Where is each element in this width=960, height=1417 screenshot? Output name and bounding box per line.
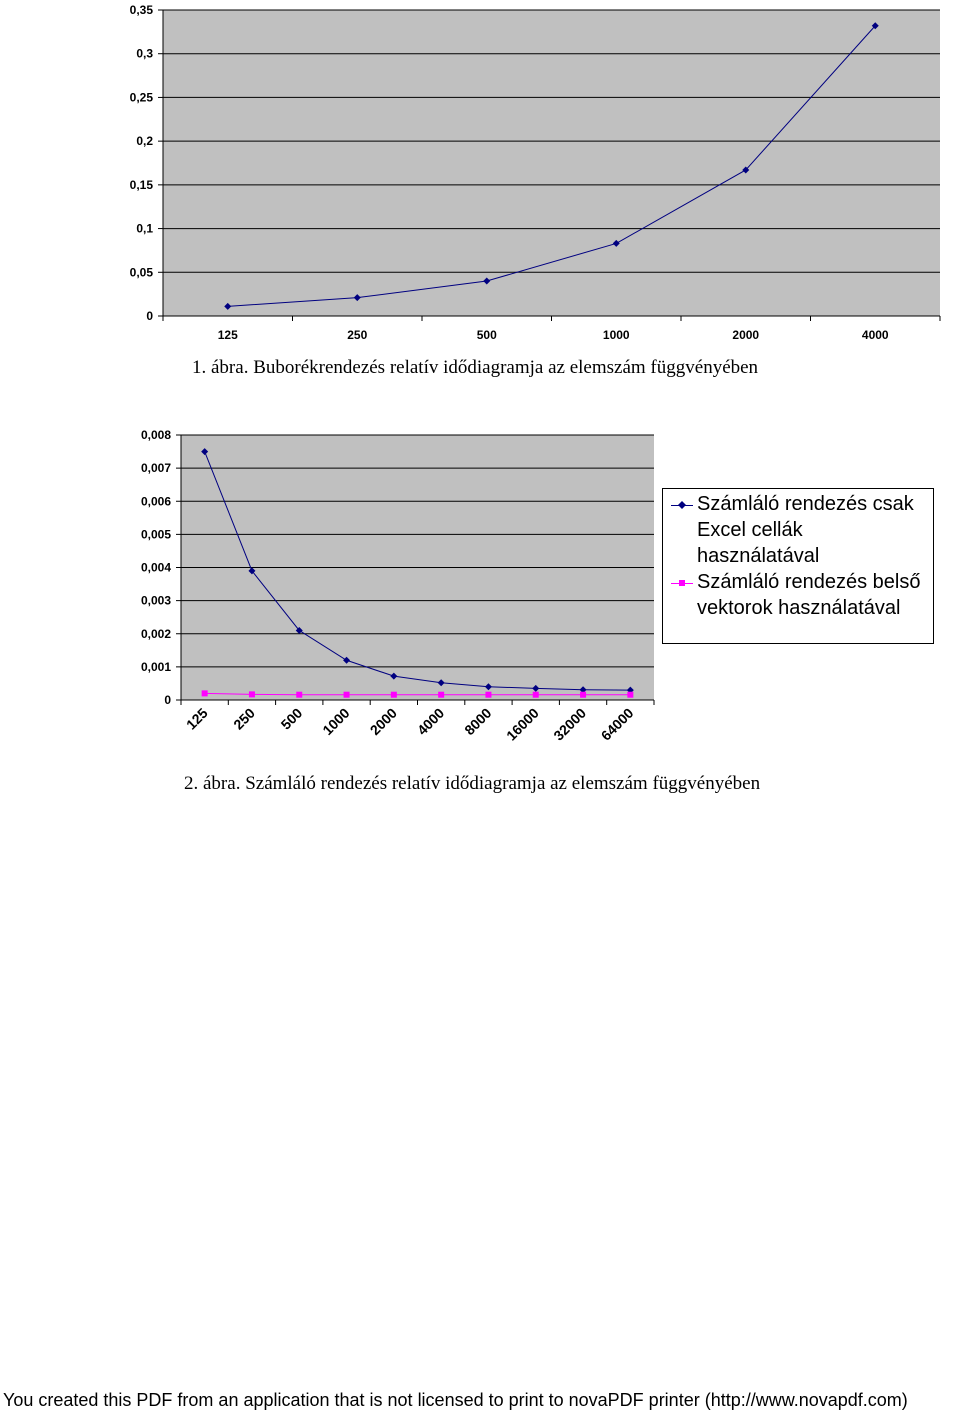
series-1-point <box>248 567 256 575</box>
y-tick-label: 0,006 <box>141 494 171 508</box>
series-1-point <box>532 684 540 692</box>
x-tick-label: 4000 <box>862 328 889 342</box>
series-1-point <box>390 672 398 680</box>
y-tick-label: 0 <box>146 309 153 323</box>
y-tick-label: 0,005 <box>141 527 171 541</box>
series-1-point <box>343 656 351 664</box>
series-2-point <box>580 691 587 698</box>
y-tick-label: 0 <box>164 693 171 707</box>
y-tick-label: 0,003 <box>141 594 171 608</box>
y-tick-label: 0,007 <box>141 461 171 475</box>
y-tick-label: 0,004 <box>141 561 171 575</box>
x-tick-label: 16000 <box>503 705 542 744</box>
series-2-point <box>343 691 350 698</box>
x-tick-label: 1000 <box>603 328 630 342</box>
x-tick-label: 2000 <box>732 328 759 342</box>
series-2-point <box>532 691 539 698</box>
y-tick-label: 0,25 <box>130 90 154 104</box>
x-tick-label: 250 <box>347 328 367 342</box>
series-1-point <box>201 448 209 456</box>
series-1-point <box>437 679 445 687</box>
series-1-point <box>579 686 587 694</box>
series-2-point <box>248 691 255 698</box>
series-1-point <box>353 294 361 302</box>
chart-1: 0 0,05 0,1 0,15 0,2 0,25 0,3 0,35 125 250 500 1000 2… <box>130 3 941 342</box>
series-2-line <box>204 692 631 696</box>
legend-label-series-2: Számláló rendezés belső vektorok használ… <box>697 571 921 619</box>
y-tick-label: 0,1 <box>136 222 153 236</box>
series-1-point <box>295 626 303 634</box>
legend-label-series-1: Számláló rendezés csak Excel cellák hasz… <box>697 493 914 567</box>
x-tick-label: 125 <box>183 705 211 733</box>
series-2-point <box>296 691 303 698</box>
x-tick-label: 2000 <box>367 705 400 738</box>
x-tick-label: 1000 <box>319 705 352 738</box>
series-1-line <box>227 25 876 307</box>
x-tick-label: 32000 <box>550 705 589 744</box>
pdf-watermark-footer: You created this PDF from an application… <box>3 1390 908 1410</box>
plot-area <box>163 10 940 316</box>
series-1-point <box>612 239 620 247</box>
series-1-point <box>483 277 491 285</box>
x-tick-label: 250 <box>230 705 258 733</box>
x-tick-label: 125 <box>218 328 238 342</box>
x-tick-label: 4000 <box>414 705 447 738</box>
series-1-point <box>484 683 492 691</box>
figure-2-caption: 2. ábra. Számláló rendezés relatív idődi… <box>184 773 761 794</box>
y-tick-label: 0,001 <box>141 660 171 674</box>
chart-2-legend: Számláló rendezés csak Excel cellák hasz… <box>662 488 934 644</box>
series-2-point <box>627 691 634 698</box>
y-tick-label: 0,3 <box>136 47 153 61</box>
figure-1-caption: 1. ábra. Buborékrendezés relatív idődiag… <box>192 357 759 378</box>
y-tick-label: 0,002 <box>141 627 171 641</box>
y-tick-label: 0,35 <box>130 3 154 17</box>
x-tick-label: 500 <box>477 328 497 342</box>
y-tick-label: 0,15 <box>130 178 154 192</box>
series-1-point <box>742 166 750 174</box>
x-tick-label: 64000 <box>598 705 637 744</box>
series-2-point <box>485 691 492 698</box>
series-2-point <box>390 691 397 698</box>
series-2-point <box>201 690 208 697</box>
series-1-line <box>204 451 631 691</box>
y-tick-label: 0,2 <box>136 134 153 148</box>
y-tick-label: 0,05 <box>130 265 154 279</box>
series-1-point <box>871 22 879 30</box>
series-1-point <box>224 302 232 310</box>
y-tick-label: 0,008 <box>141 428 171 442</box>
x-tick-label: 8000 <box>461 705 494 738</box>
x-tick-label: 500 <box>278 705 306 733</box>
series-2-point <box>438 691 445 698</box>
chart-2: 0 0,001 0,002 0,003 0,004 0,005 0,006 0,007 0,00… <box>141 428 655 744</box>
